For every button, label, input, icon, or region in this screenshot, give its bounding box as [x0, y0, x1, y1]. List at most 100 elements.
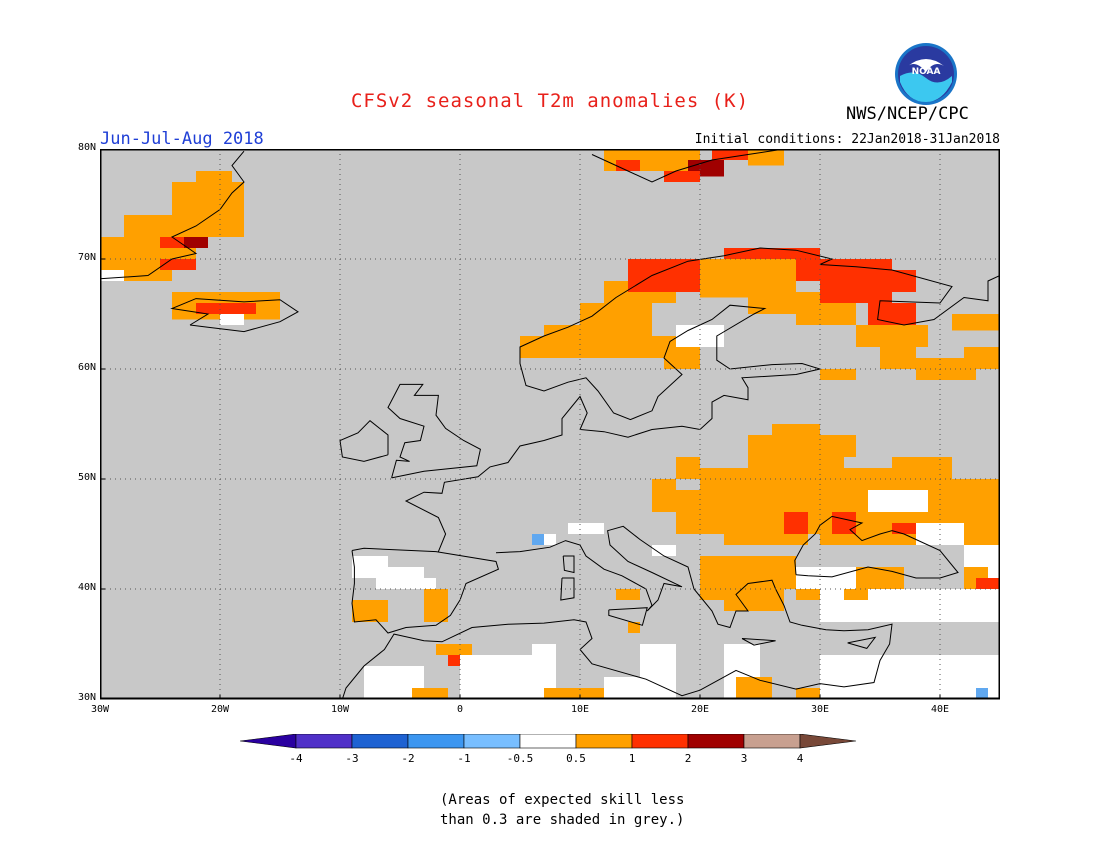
anomaly-cell	[796, 688, 820, 699]
anomaly-cell	[652, 479, 676, 512]
anomaly-cell	[664, 347, 700, 369]
colorbar-tick-label: 1	[629, 752, 636, 765]
graticule	[100, 149, 1000, 700]
colorbar-tick-label: 3	[741, 752, 748, 765]
anomaly-cell	[460, 655, 556, 699]
coastline	[608, 607, 648, 626]
anomaly-cell	[100, 270, 124, 281]
anomaly-cell	[652, 545, 676, 556]
anomaly-cell	[544, 688, 628, 699]
colorbar-tick-label: -1	[457, 752, 470, 765]
anomaly-cell	[436, 644, 472, 655]
colorbar-segment	[463, 734, 521, 749]
lat-label: 60N	[77, 362, 96, 373]
coastline	[794, 515, 959, 579]
anomaly-cell	[772, 424, 820, 457]
anomaly-cell	[604, 677, 640, 699]
lon-label: 20E	[690, 704, 710, 715]
anomaly-cell	[820, 369, 856, 380]
anomaly-cell	[820, 611, 892, 622]
anomaly-cell	[412, 688, 448, 699]
anomaly-cell	[568, 523, 604, 534]
anomaly-cell	[424, 589, 448, 622]
colorbar-arrow-left	[240, 734, 297, 749]
anomaly-cell	[700, 259, 796, 298]
lon-label: 10E	[570, 704, 590, 715]
anomaly-cell	[952, 314, 1000, 331]
colorbar-segment	[407, 734, 465, 749]
skill-note-line-2: than 0.3 are shaded in grey.)	[440, 812, 685, 828]
lon-label: 0	[456, 704, 464, 715]
anomaly-cell	[964, 490, 1000, 512]
anomaly-cell	[580, 303, 652, 336]
logo-text: NOAA	[912, 67, 941, 77]
anomaly-cells	[100, 149, 1000, 699]
coastline	[341, 525, 893, 700]
coastline	[562, 555, 575, 574]
colorbar-segment	[631, 734, 689, 749]
coastline	[339, 420, 389, 462]
colorbar-segment	[743, 734, 801, 749]
anomaly-cell	[400, 578, 436, 589]
anomaly-cell	[976, 578, 1000, 589]
colorbar-tick-label: 0.5	[566, 752, 586, 765]
anomaly-cell	[988, 545, 1000, 578]
anomaly-cell	[964, 347, 1000, 369]
anomaly-cell	[544, 534, 556, 545]
skill-note-line-1: (Areas of expected skill less	[440, 792, 685, 808]
colorbar-tick-label: -3	[345, 752, 358, 765]
lon-label: 10W	[330, 704, 350, 715]
lon-label: 30E	[810, 704, 830, 715]
lat-label: 70N	[77, 252, 96, 263]
coastline	[170, 298, 299, 333]
coastline	[591, 149, 785, 183]
colorbar-segment	[687, 734, 745, 749]
colorbar-segment	[575, 734, 633, 749]
anomaly-cell	[892, 523, 928, 534]
anomaly-cell	[220, 314, 244, 325]
anomaly-cell	[832, 512, 856, 534]
anomaly-cell	[616, 589, 640, 600]
coastline	[351, 547, 500, 634]
lat-label: 50N	[77, 472, 96, 483]
anomaly-cell	[664, 171, 700, 182]
anomaly-cell	[448, 655, 460, 666]
lat-label: 40N	[77, 582, 96, 593]
anomaly-cell	[796, 589, 820, 600]
agency-label: NWS/NCEP/CPC	[846, 104, 969, 124]
anomaly-cell	[160, 259, 196, 270]
anomaly-cell	[196, 171, 232, 204]
coastline	[387, 383, 481, 479]
anomaly-cell	[880, 336, 916, 369]
anomaly-cell	[796, 567, 856, 589]
anomaly-cell	[820, 435, 856, 457]
coastline	[741, 638, 776, 646]
colorbar-segment	[519, 734, 577, 749]
anomaly-map	[100, 149, 1000, 700]
coastline	[560, 577, 575, 601]
anomaly-cell	[352, 600, 388, 622]
map-frame	[100, 149, 1000, 700]
colorbar-tick-label: 2	[685, 752, 692, 765]
coastline	[847, 636, 877, 649]
colorbar-tick-label: -0.5	[507, 752, 534, 765]
colorbar-tick-label: -2	[401, 752, 414, 765]
coastline	[100, 150, 245, 280]
colorbar-segment	[295, 734, 353, 749]
anomaly-cell	[868, 490, 928, 512]
anomaly-cell	[868, 270, 916, 292]
anomaly-cell	[712, 149, 760, 160]
anomaly-cell	[676, 457, 700, 479]
anomaly-cell	[736, 677, 772, 699]
lon-label: 40E	[930, 704, 950, 715]
anomaly-cell	[844, 589, 868, 600]
lon-label: 20W	[210, 704, 230, 715]
colorbar-tick-label: -4	[289, 752, 303, 765]
anomaly-cell	[184, 237, 208, 248]
anomaly-cell	[628, 622, 640, 633]
forecast-period: Jun-Jul-Aug 2018	[100, 129, 264, 149]
colorbar: -4 -3 -2 -1 -0.5 0.5 1 2 3 4	[240, 734, 857, 765]
colorbar-segments	[240, 734, 857, 749]
colorbar-tick-label: 4	[797, 752, 804, 765]
colorbar-segment	[351, 734, 409, 749]
